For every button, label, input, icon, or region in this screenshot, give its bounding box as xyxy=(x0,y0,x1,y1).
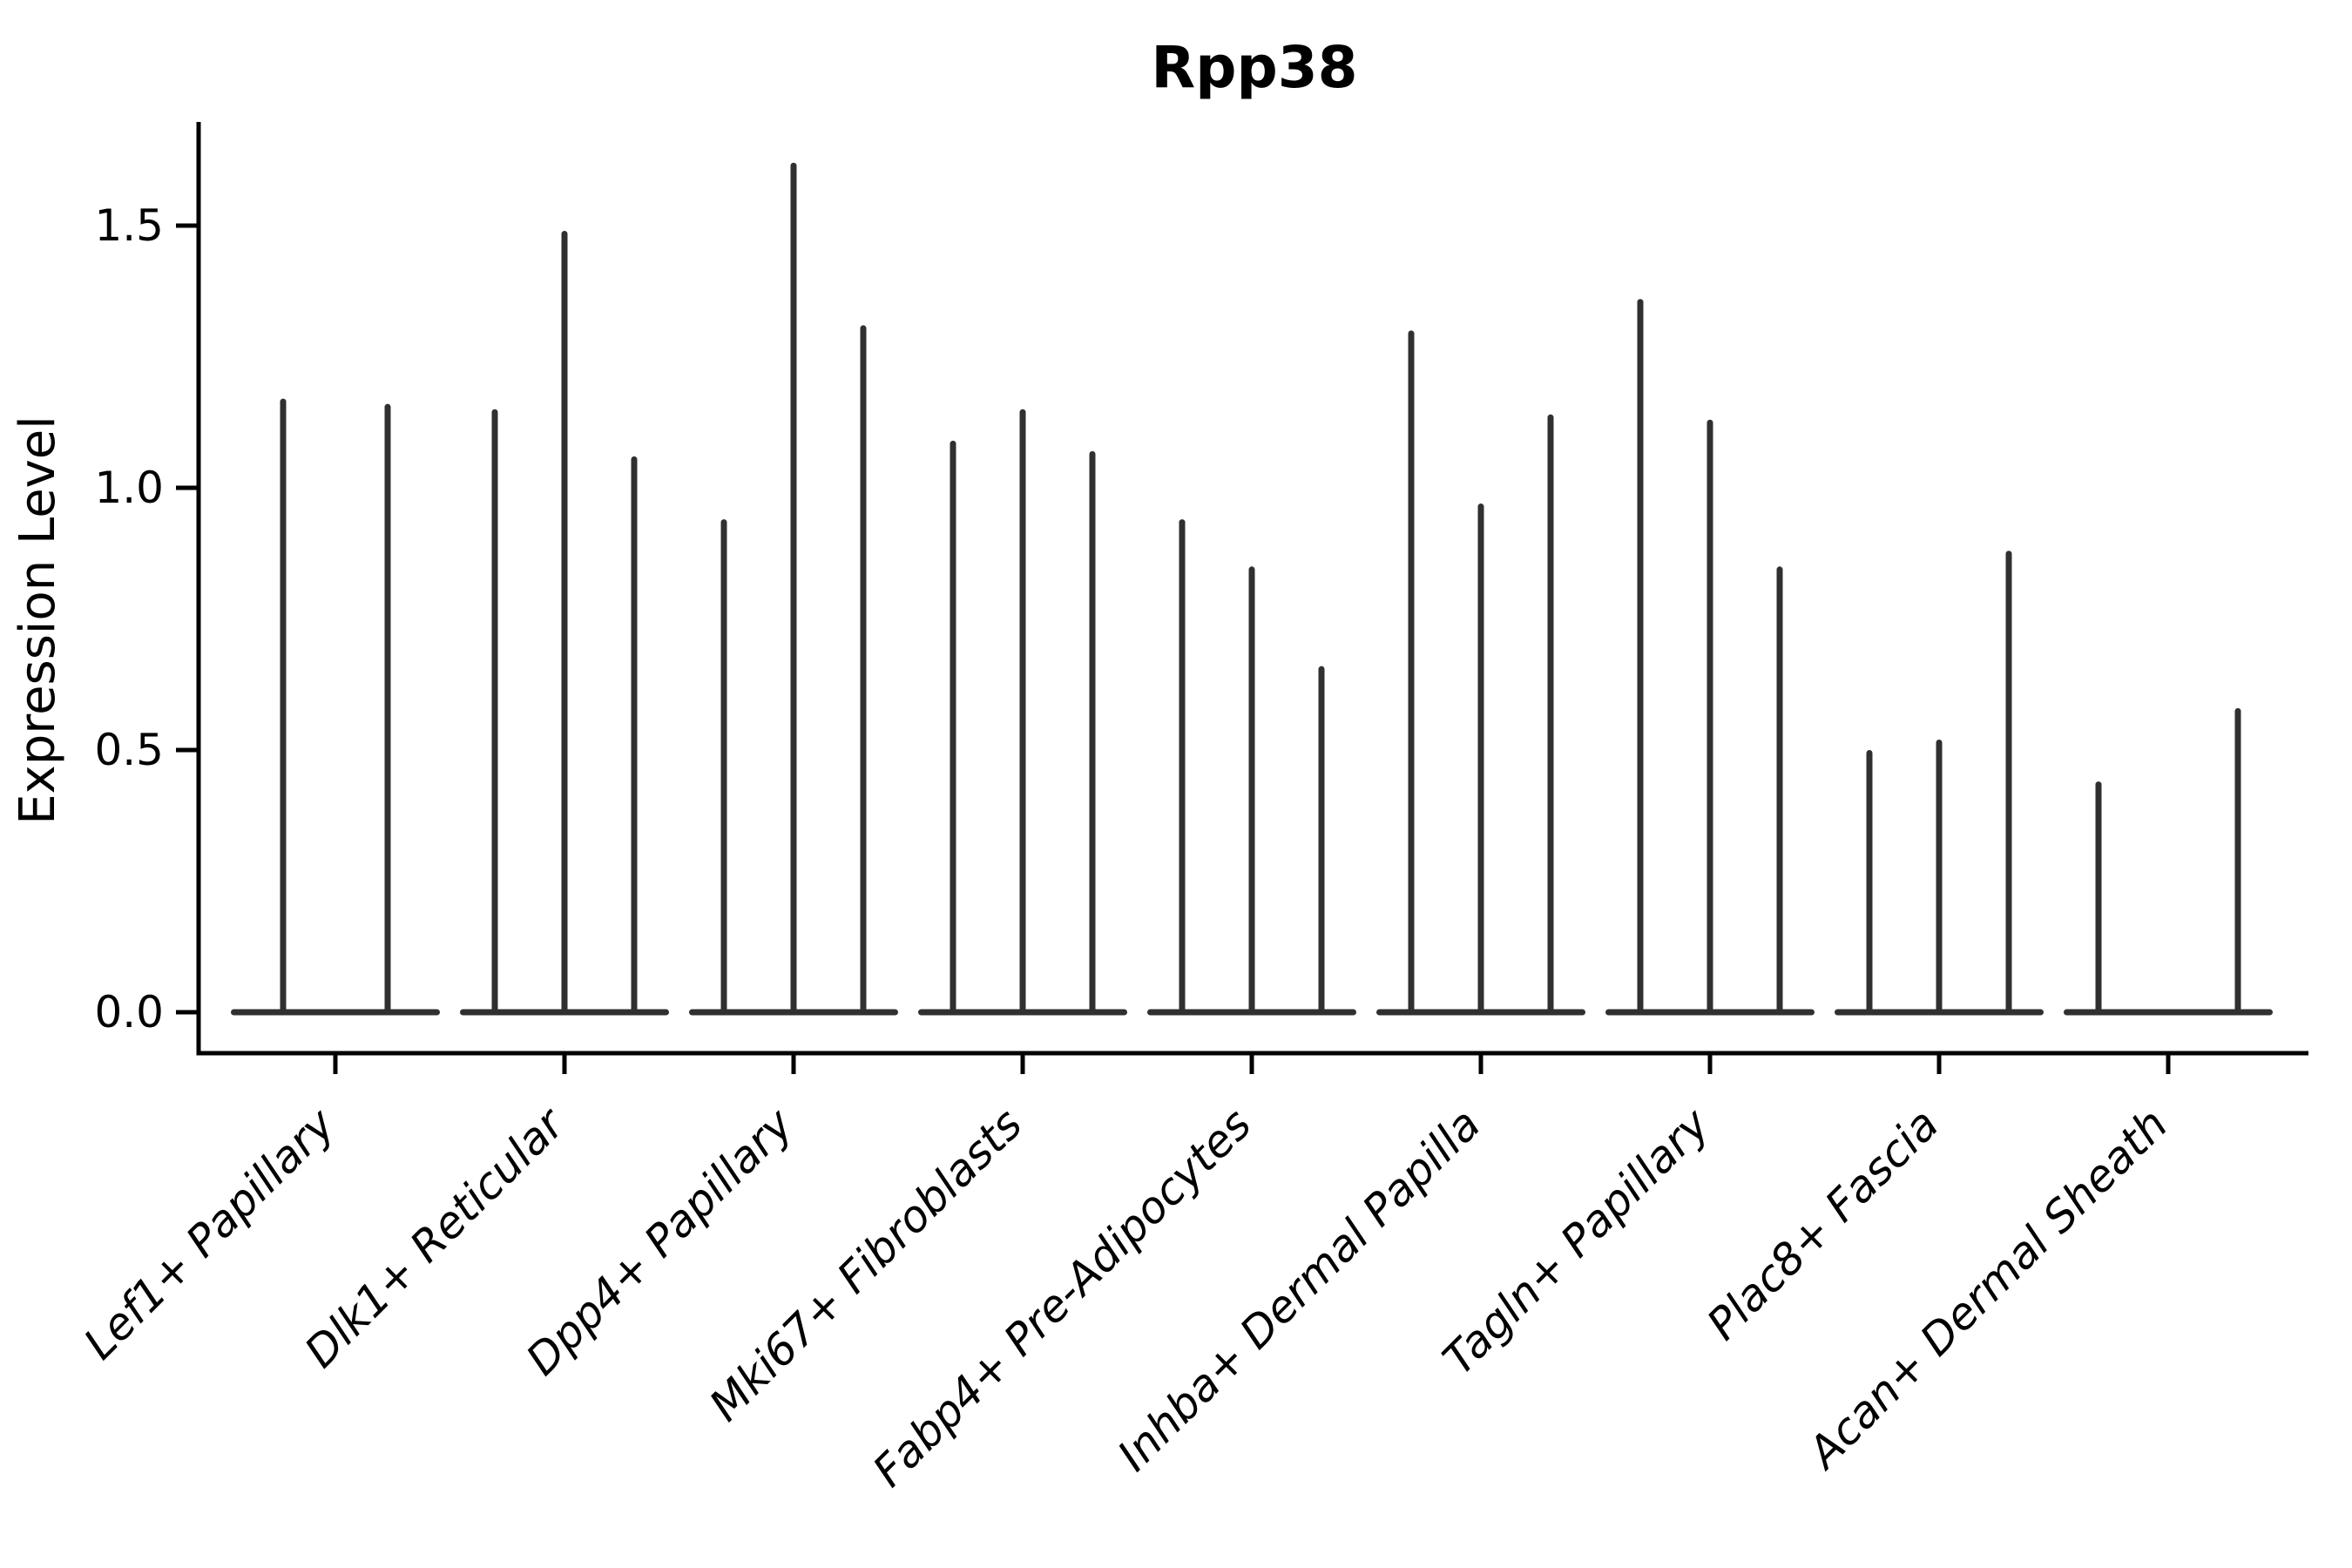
violin-group xyxy=(918,409,1127,1016)
violin-group xyxy=(1147,519,1356,1016)
violin-group xyxy=(231,398,440,1016)
x-category-label: Inhba+ Dermal Papilla xyxy=(1108,1098,1490,1480)
y-axis-label: Expression Level xyxy=(10,416,66,825)
x-category-label: Plac8+ Fascia xyxy=(1698,1098,1949,1349)
y-tick-label: 0.5 xyxy=(94,725,164,775)
y-tick-label: 1.0 xyxy=(94,463,164,513)
x-category-label: Acan+ Dermal Sheath xyxy=(1797,1098,2178,1479)
y-tick-label: 0.0 xyxy=(94,987,164,1037)
x-category-label: Lef1+ Papillary xyxy=(74,1098,345,1369)
violin-group xyxy=(1376,330,1585,1016)
y-axis-ticks: 0.0 0.5 1.0 1.5 xyxy=(94,200,197,1037)
violin-body xyxy=(231,1009,440,1016)
violin-group xyxy=(1835,551,2044,1016)
y-tick-label: 1.5 xyxy=(94,200,164,251)
violins xyxy=(231,162,2273,1016)
x-axis-ticks xyxy=(333,1053,2171,1074)
x-category-label: Fabp4+ Pre-Adipocytes xyxy=(863,1098,1261,1497)
chart-title: Rpp38 xyxy=(1151,34,1357,101)
violin-group xyxy=(689,162,898,1016)
violin-group xyxy=(460,231,669,1016)
violin-group xyxy=(1605,299,1815,1016)
violin-group xyxy=(2064,707,2273,1016)
violin-body xyxy=(2064,1009,2273,1016)
